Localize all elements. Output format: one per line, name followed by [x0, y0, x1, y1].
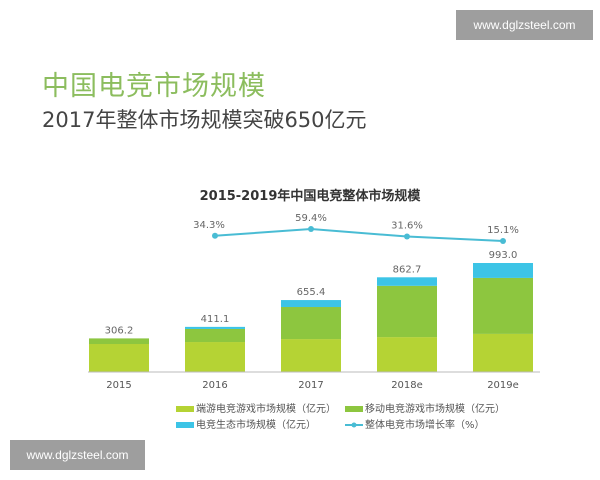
bar-2017-series-2 [281, 300, 341, 308]
growth-label: 34.3% [193, 220, 225, 231]
growth-point [500, 238, 506, 244]
bar-2019e-series-0 [473, 333, 533, 372]
legend-swatch-client [176, 406, 194, 412]
legend-swatch-line-marker [351, 422, 357, 428]
x-tick-label: 2019e [487, 380, 519, 391]
bar-2018e-series-2 [377, 277, 437, 286]
bar-2016-series-2 [185, 326, 245, 329]
legend-swatch-mobile [345, 406, 363, 412]
growth-label: 15.1% [487, 225, 519, 236]
total-label: 411.1 [201, 314, 230, 325]
legend-growth: 整体电竞市场增长率（%） [365, 418, 485, 431]
bar-2016-series-1 [185, 328, 245, 343]
bar-2019e-series-2 [473, 263, 533, 278]
legend-client: 端游电竞游戏市场规模（亿元） [196, 402, 336, 415]
page-subtitle: 2017年整体市场规模突破650亿元 [42, 108, 367, 132]
total-label: 306.2 [105, 325, 134, 336]
bar-2019e-series-1 [473, 277, 533, 334]
total-label: 993.0 [489, 250, 518, 261]
growth-line [214, 227, 504, 242]
watermark-bottom: www.dglzsteel.com [10, 440, 145, 470]
x-tick-label: 2018e [391, 380, 423, 391]
growth-point [404, 233, 410, 240]
x-tick-label: 2017 [298, 380, 323, 391]
bar-2015-series-0 [89, 344, 149, 372]
growth-label: 59.4% [295, 213, 327, 224]
growth-label: 31.6% [391, 221, 423, 232]
chart-title: 2015-2019年中国电竞整体市场规模 [200, 188, 422, 204]
bar-2015-series-1 [89, 338, 149, 345]
growth-point [308, 226, 314, 232]
bar-2017-series-0 [281, 339, 341, 372]
bar-2016-series-0 [185, 342, 245, 372]
watermark-top: www.dglzsteel.com [456, 10, 593, 40]
page-title: 中国电竞市场规模 [42, 71, 266, 102]
legend-eco: 电竞生态市场规模（亿元） [196, 418, 316, 431]
legend-mobile: 移动电竞游戏市场规模（亿元） [365, 402, 505, 415]
x-tick-label: 2016 [202, 380, 227, 391]
x-tick-label: 2015 [106, 380, 131, 391]
bar-2017-series-1 [281, 307, 341, 340]
bar-2018e-series-1 [377, 285, 437, 338]
growth-point [212, 232, 218, 239]
total-label: 862.7 [393, 264, 422, 275]
legend-swatch-eco [176, 422, 194, 428]
bar-2018e-series-0 [377, 337, 437, 372]
total-label: 655.4 [297, 287, 326, 298]
